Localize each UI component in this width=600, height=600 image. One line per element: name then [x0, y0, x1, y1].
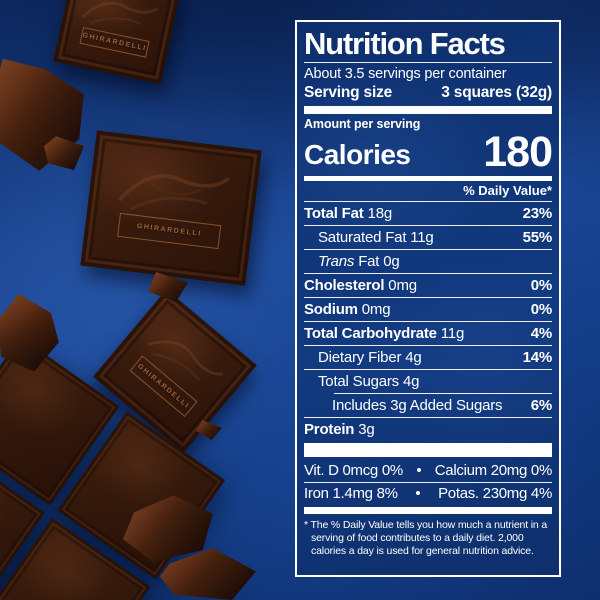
row-protein: Protein 3g [304, 418, 552, 441]
eagle-emboss-icon [82, 2, 159, 26]
vitamin-d-value: Vit. D 0mcg 0% [304, 462, 403, 479]
nutrient-daily-value: 0% [530, 300, 552, 318]
nutrient-name: Cholesterol [304, 276, 385, 294]
row-saturated-fat: Saturated Fat 11g 55% [304, 226, 552, 249]
nutrient-name: Total Sugars 4g [318, 372, 420, 390]
daily-value-header: % Daily Value* [463, 183, 552, 198]
serving-size-label: Serving size [304, 84, 393, 101]
row-added-sugars: Includes 3g Added Sugars 6% [304, 394, 552, 417]
eagle-emboss-icon [117, 174, 230, 211]
row-cholesterol: Cholesterol 0mg 0% [304, 274, 552, 297]
calories-label: Calories [304, 139, 411, 170]
thick-divider-bar [304, 443, 552, 457]
nutrition-facts-panel: Nutrition Facts About 3.5 servings per c… [295, 20, 561, 577]
divider [304, 297, 552, 298]
medium-divider-bar [304, 176, 552, 181]
divider [304, 273, 552, 274]
nutrient-amount: 3g [354, 420, 375, 438]
row-dietary-fiber: Dietary Fiber 4g 14% [304, 346, 552, 369]
nutrient-name: Protein [304, 420, 355, 438]
iron-value: Iron 1.4mg 8% [304, 485, 398, 502]
row-total-sugars: Total Sugars 4g [304, 370, 552, 393]
micronutrient-row-1: Vit. D 0mcg 0% • Calcium 20mg 0% [304, 460, 552, 482]
servings-per-container: About 3.5 servings per container [304, 66, 507, 82]
calories-row: Calories 180 [304, 128, 553, 176]
divider [334, 393, 552, 394]
bullet-separator: • [415, 485, 421, 502]
potassium-value: Potas. 230mg 4% [438, 485, 552, 502]
divider [304, 345, 552, 346]
divider [304, 62, 552, 63]
calories-value: 180 [483, 128, 553, 176]
row-total-carbohydrate: Total Carbohydrate 11g 4% [304, 322, 552, 345]
nutrient-daily-value: 4% [530, 324, 552, 342]
divider [304, 369, 552, 370]
thick-divider-bar [304, 507, 552, 514]
chocolate-square-top: GHIRARDELLI [53, 0, 181, 85]
chocolate-chunk [44, 136, 84, 170]
eagle-emboss-icon [147, 340, 223, 382]
nutrient-name: Includes 3g Added Sugars [332, 396, 503, 414]
nutrient-amount: 0mg [357, 300, 391, 318]
nutrient-amount: Fat 0g [354, 252, 400, 270]
nutrient-daily-value: 55% [522, 228, 553, 246]
row-sodium: Sodium 0mg 0% [304, 298, 552, 321]
divider [304, 201, 552, 202]
bullet-separator: • [416, 462, 422, 479]
nutrient-name: Sodium [304, 300, 358, 318]
nutrient-amount: 11g [436, 324, 465, 342]
nutrient-name: Total Fat [304, 204, 364, 222]
calcium-value: Calcium 20mg 0% [434, 462, 553, 479]
nutrient-name: Saturated Fat 11g [318, 228, 434, 246]
nutrient-name: Trans [318, 252, 355, 270]
nutrient-daily-value: 6% [530, 396, 552, 414]
nutrient-name: Dietary Fiber 4g [318, 348, 422, 366]
nutrient-name: Total Carbohydrate [304, 324, 437, 342]
chocolate-square-middle: GHIRARDELLI [80, 130, 262, 286]
divider [304, 482, 552, 483]
divider [304, 321, 552, 322]
nutrient-daily-value: 14% [522, 348, 553, 366]
row-trans-fat: Trans Fat 0g [304, 250, 552, 273]
row-total-fat: Total Fat 18g 23% [304, 202, 552, 225]
nutrient-amount: 0mg [384, 276, 417, 294]
divider [304, 249, 552, 250]
daily-value-footnote: * The % Daily Value tells you how much a… [304, 519, 548, 557]
panel-title: Nutrition Facts [304, 26, 506, 61]
serving-size-row: Serving size 3 squares (32g) [304, 83, 552, 102]
amount-per-serving-label: Amount per serving [304, 117, 421, 131]
nutrient-amount: 18g [363, 204, 393, 222]
serving-size-value: 3 squares (32g) [441, 84, 552, 101]
divider [304, 225, 552, 226]
thick-divider-bar [304, 106, 552, 114]
nutrient-daily-value: 23% [522, 204, 553, 222]
chocolate-square-tilted: GHIRARDELLI [93, 289, 257, 453]
micronutrient-row-2: Iron 1.4mg 8% • Potas. 230mg 4% [304, 483, 552, 505]
divider [304, 417, 552, 418]
nutrient-daily-value: 0% [530, 276, 552, 294]
